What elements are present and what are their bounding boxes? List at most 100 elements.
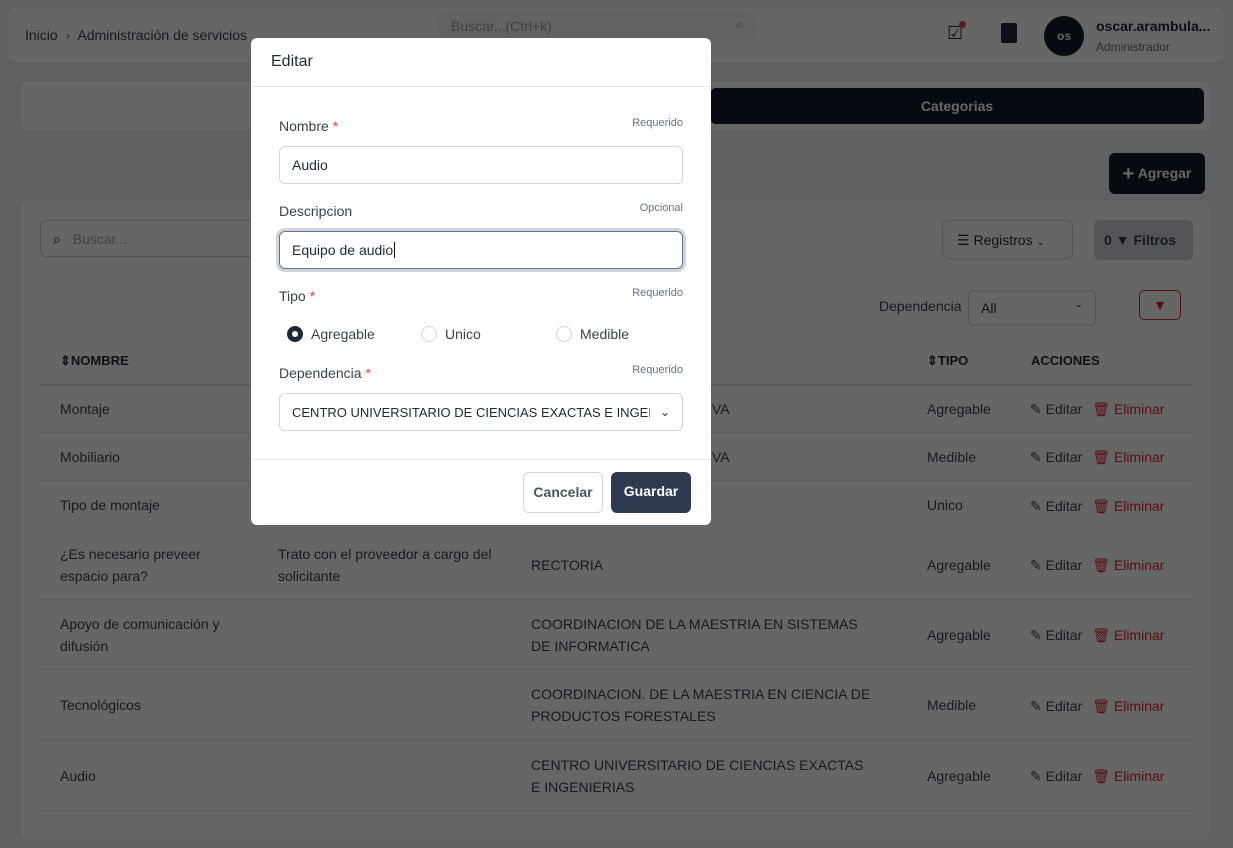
list-icon: ☰ <box>957 232 970 248</box>
radio-agregable[interactable]: Agregable <box>287 326 375 342</box>
chevron-down-icon: ⌄ <box>1074 299 1083 310</box>
trash-icon: 🗑 <box>1092 627 1110 643</box>
filters-button[interactable]: 0 ▼ Filtros <box>1094 220 1193 260</box>
row-actions: ✎ Editar 🗑 Eliminar <box>1030 398 1164 420</box>
book-icon[interactable] <box>1001 23 1017 43</box>
edit-icon: ✎ <box>1030 497 1042 514</box>
trash-icon: 🗑 <box>1092 697 1110 714</box>
records-label: Registros <box>973 232 1033 248</box>
breadcrumb: Inicio › Administración de servicios <box>25 27 247 43</box>
cell-tipo: Agregable <box>927 400 991 417</box>
delete-button[interactable]: 🗑 Eliminar <box>1092 627 1165 643</box>
cell-nombre: Tipo de montaje <box>60 497 160 513</box>
search-icon: ⌕ <box>53 231 61 247</box>
edit-icon: ✎ <box>1030 768 1042 784</box>
delete-button[interactable]: 🗑 Eliminar <box>1092 449 1165 465</box>
filter-icon: ▼ <box>1115 232 1130 248</box>
modal-footer-divider <box>251 459 711 460</box>
search-placeholder: Buscar... <box>72 231 128 247</box>
global-search-input[interactable]: Buscar...(Ctrl+k) ⌕ <box>437 11 757 41</box>
cell-nombre: Mobiliario <box>60 448 120 465</box>
table-row: Tecnológicos COORDINACION. DE LA MAESTRIA… <box>40 670 1193 741</box>
nombre-input[interactable]: Audio <box>279 146 683 184</box>
dependencia-select-value: CENTRO UNIVERSITARIO DE CIENCIAS EXACTAS… <box>292 404 650 420</box>
edit-button[interactable]: ✎ Editar <box>1030 557 1083 573</box>
cell-nombre: ¿Es necesario preveer espacio para? <box>60 545 201 584</box>
table-row: Tipo de montaje Unico ✎ Editar 🗑 Eliminar <box>40 481 1193 530</box>
breadcrumb-separator: › <box>65 27 71 43</box>
trash-icon: 🗑 <box>1092 557 1110 573</box>
add-button[interactable]: + Agregar <box>1109 153 1205 194</box>
cell-tipo: Medible <box>927 697 977 713</box>
tipo-label: Tipo * <box>279 288 316 304</box>
cell-nombre: Apoyo de comunicación y difusión <box>60 615 220 654</box>
clear-filters-button[interactable]: ▼ <box>1139 290 1181 320</box>
plus-icon: + <box>1122 163 1135 185</box>
col-header-nombre[interactable]: ⇕NOMBRE <box>60 353 129 368</box>
filters-count: 0 <box>1104 232 1112 248</box>
edit-icon: ✎ <box>1030 557 1042 573</box>
delete-button[interactable]: 🗑 Eliminar <box>1092 697 1165 714</box>
row-actions: ✎ Editar 🗑 Eliminar <box>1030 765 1164 787</box>
row-actions: ✎ Editar 🗑 Eliminar <box>1030 446 1164 468</box>
edit-button[interactable]: ✎ Editar <box>1030 697 1083 714</box>
cell-tipo: Agregable <box>927 556 991 573</box>
dependencia-label: Dependencia * <box>279 365 371 381</box>
descripcion-label: Descripcion <box>279 203 353 219</box>
delete-button[interactable]: 🗑 Eliminar <box>1092 768 1165 784</box>
top-header: Inicio › Administración de servicios Bus… <box>6 6 1226 64</box>
edit-button[interactable]: ✎ Editar <box>1030 401 1083 417</box>
search-icon: ⌕ <box>735 16 743 32</box>
radio-unico[interactable]: Unico <box>421 326 481 342</box>
cell-dependencia: COORDINACION DE LA MAESTRIA EN SISTEMAS … <box>531 615 858 654</box>
avatar[interactable]: os <box>1044 16 1084 56</box>
chevron-down-icon: ⌄ <box>659 405 670 419</box>
cell-tipo: Agregable <box>927 626 991 643</box>
trash-icon: 🗑 <box>1092 768 1110 784</box>
dependencia-hint: Requerido <box>632 364 683 376</box>
descripcion-input[interactable]: Equipo de audio <box>279 231 683 269</box>
breadcrumb-home[interactable]: Inicio <box>25 27 58 43</box>
tipo-hint: Requerido <box>632 287 683 299</box>
row-actions: ✎ Editar 🗑 Eliminar <box>1030 695 1164 717</box>
delete-button[interactable]: 🗑 Eliminar <box>1092 401 1165 417</box>
cell-dependencia: VA <box>712 400 730 417</box>
radio-medible[interactable]: Medible <box>556 326 629 342</box>
edit-button[interactable]: ✎ Editar <box>1030 497 1083 514</box>
edit-button[interactable]: ✎ Editar <box>1030 627 1083 643</box>
delete-button[interactable]: 🗑 Eliminar <box>1092 497 1165 514</box>
edit-button[interactable]: ✎ Editar <box>1030 768 1083 784</box>
delete-button[interactable]: 🗑 Eliminar <box>1092 557 1165 573</box>
trash-icon: 🗑 <box>1092 401 1110 417</box>
dependencia-filter-select[interactable]: All ⌄ <box>968 290 1096 326</box>
descripcion-hint: Opcional <box>639 202 683 214</box>
user-role: Administrador <box>1096 40 1171 54</box>
dependencia-select[interactable]: CENTRO UNIVERSITARIO DE CIENCIAS EXACTAS… <box>279 393 683 431</box>
cell-descripcion: Trato con el proveedor a cargo del solic… <box>278 545 492 584</box>
tasks-icon[interactable]: ☑ <box>947 21 967 44</box>
row-actions: ✎ Editar 🗑 Eliminar <box>1030 495 1164 517</box>
chevron-down-icon: ⌄ <box>1036 237 1045 248</box>
filter-clear-icon: ▼ <box>1153 297 1167 313</box>
save-button[interactable]: Guardar <box>611 472 691 513</box>
edit-button[interactable]: ✎ Editar <box>1030 449 1083 465</box>
cancel-button[interactable]: Cancelar <box>523 472 603 513</box>
user-name: oscar.arambula... <box>1096 18 1211 34</box>
cell-tipo: Unico <box>927 497 963 513</box>
cell-tipo: Agregable <box>927 767 991 784</box>
records-dropdown[interactable]: ☰ Registros ⌄ <box>942 220 1073 259</box>
trash-icon: 🗑 <box>1092 497 1110 514</box>
tab-categorias[interactable]: Categorias <box>710 88 1204 124</box>
edit-modal: Editar Nombre * Requerido Audio Descripc… <box>251 38 711 525</box>
edit-icon: ✎ <box>1030 697 1042 714</box>
table-row: Apoyo de comunicación y difusión COORDINA… <box>40 600 1193 670</box>
cell-tipo: Medible <box>927 448 977 465</box>
edit-icon: ✎ <box>1030 449 1042 465</box>
radio-unchecked-icon <box>556 326 572 342</box>
table-row: ¿Es necesario preveer espacio para? Trato… <box>40 530 1193 600</box>
breadcrumb-current: Administración de servicios <box>77 27 247 43</box>
col-header-tipo[interactable]: ⇕TIPO <box>927 353 969 368</box>
dependencia-filter-value: All <box>981 300 997 316</box>
add-label: Agregar <box>1137 165 1192 181</box>
row-actions: ✎ Editar 🗑 Eliminar <box>1030 554 1164 576</box>
